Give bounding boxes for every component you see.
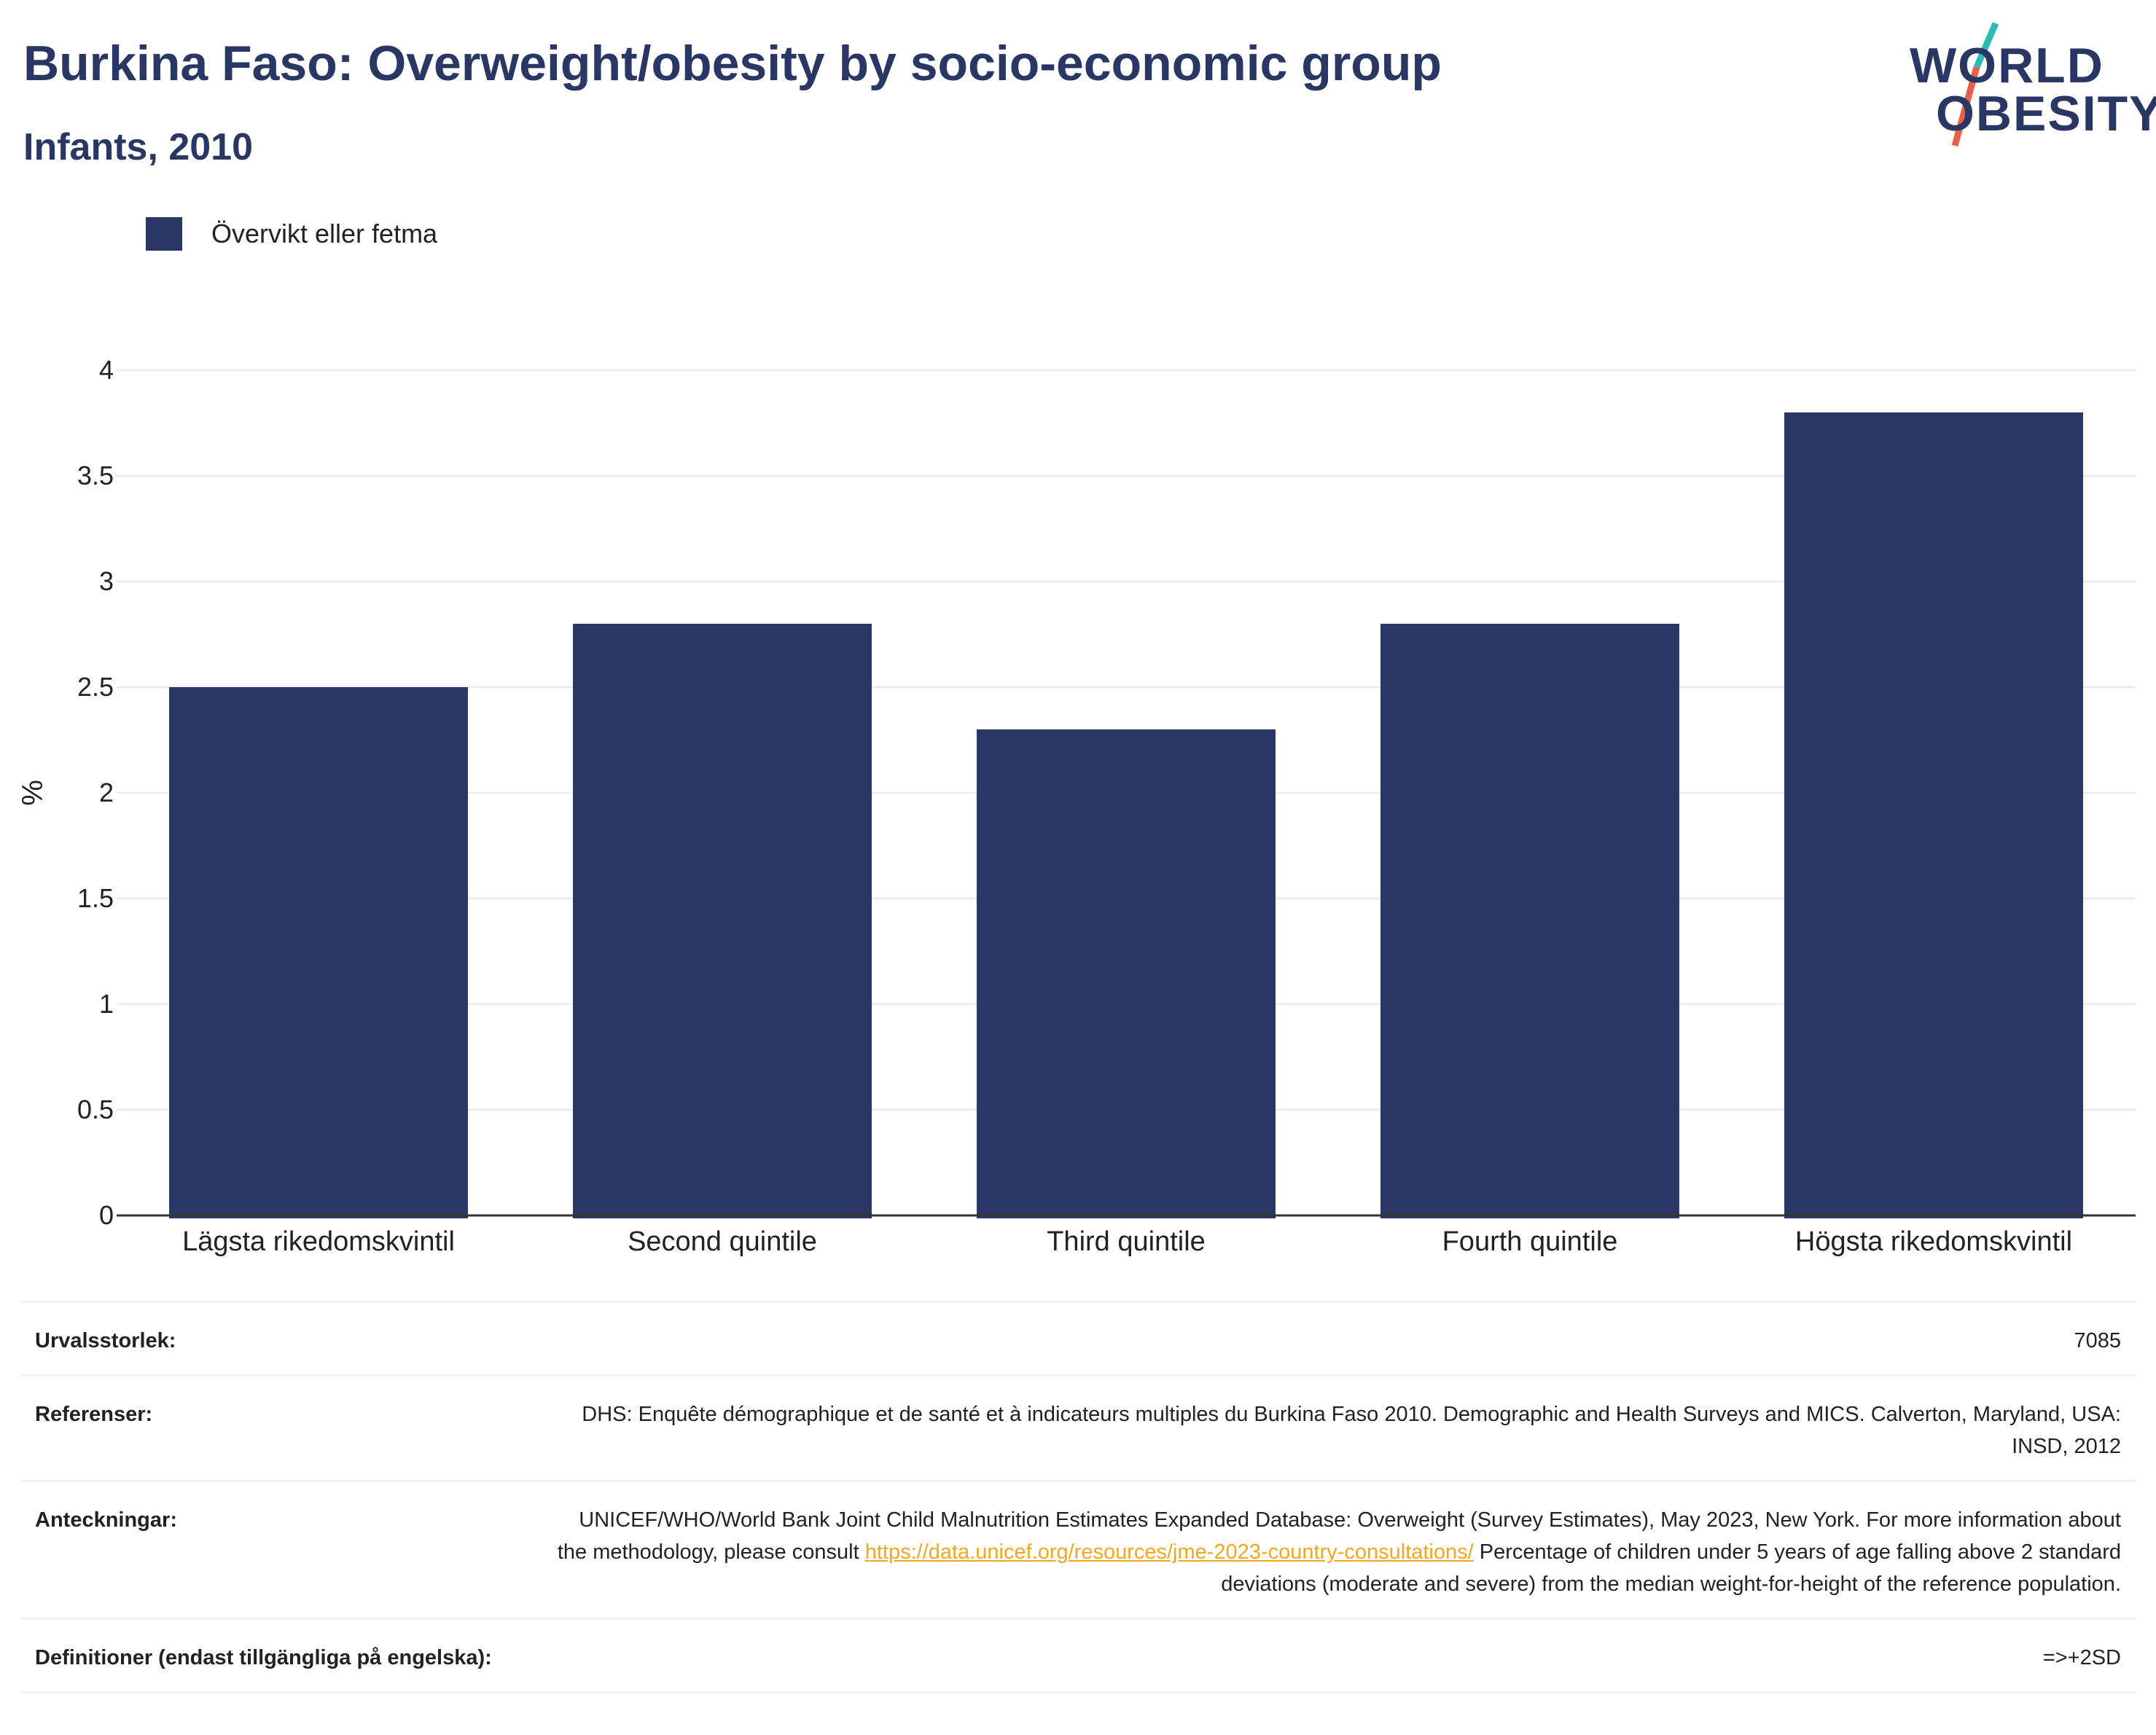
y-tick-label: 2.5: [77, 672, 114, 702]
x-tick-label: Fourth quintile: [1442, 1226, 1618, 1257]
chart-title: Burkina Faso: Overweight/obesity by soci…: [23, 36, 1442, 91]
world-obesity-logo: WORLD OBESITY: [1895, 22, 2156, 153]
chart-subtitle: Infants, 2010: [23, 126, 254, 168]
info-row-definitions: Definitioner (endast tillgängliga på eng…: [22, 1618, 2136, 1693]
notes-value: UNICEF/WHO/World Bank Joint Child Malnut…: [547, 1504, 2121, 1600]
sample-size-label: Urvalsstorlek:: [35, 1329, 176, 1352]
x-tick-label: Second quintile: [628, 1226, 817, 1257]
notes-text-before: UNICEF/WHO/World Bank Joint Child Malnut…: [557, 1508, 2121, 1564]
logo-text-obesity: OBESITY: [1936, 86, 2156, 141]
legend-label: Övervikt eller fetma: [211, 219, 438, 248]
definitions-label: Definitioner (endast tillgängliga på eng…: [35, 1646, 492, 1669]
legend-swatch: [146, 217, 182, 251]
definitions-value: =>+2SD: [2042, 1646, 2121, 1669]
info-row-references: Referenser: DHS: Enquête démographique e…: [22, 1374, 2136, 1480]
y-axis-title: %: [17, 780, 49, 806]
y-tick-label: 1.5: [77, 883, 114, 913]
bar-chart: 0 0.5 1 1.5 2 2.5 3 3.5 4 Lägsta rikedomskvintil S…: [17, 355, 2136, 1257]
y-tick-label: 4: [99, 355, 114, 385]
logo-text-world: WORLD: [1910, 38, 2104, 93]
references-label: Referenser:: [35, 1403, 153, 1426]
notes-link[interactable]: https://data.unicef.org/resources/jme-20…: [864, 1540, 1474, 1564]
info-row-sample-size: Urvalsstorlek: 7085: [22, 1301, 2136, 1374]
bar: [977, 729, 1276, 1218]
y-tick-label: 0: [99, 1200, 114, 1230]
sample-size-value: 7085: [2074, 1329, 2121, 1352]
y-tick-label: 1: [99, 989, 114, 1019]
bar: [1380, 624, 1679, 1218]
info-row-notes: Anteckningar: UNICEF/WHO/World Bank Join…: [22, 1480, 2136, 1618]
y-tick-label: 0.5: [77, 1094, 114, 1124]
info-table: Urvalsstorlek: 7085 Referenser: DHS: Enq…: [22, 1301, 2136, 1693]
y-tick-label: 3: [99, 566, 114, 596]
bar: [573, 624, 872, 1218]
logo-slash-icon: [1951, 22, 1999, 147]
x-tick-label: Lägsta rikedomskvintil: [182, 1226, 455, 1257]
legend: Övervikt eller fetma: [146, 217, 437, 251]
notes-text-after: Percentage of children under 5 years of …: [1221, 1540, 2121, 1596]
y-tick-label: 3.5: [77, 461, 114, 490]
x-tick-label: Högsta rikedomskvintil: [1795, 1226, 2072, 1257]
bar: [1784, 412, 2083, 1218]
notes-label: Anteckningar:: [35, 1508, 177, 1532]
bar: [169, 687, 468, 1218]
y-tick-label: 2: [99, 778, 114, 807]
x-tick-label: Third quintile: [1047, 1226, 1206, 1257]
references-value: DHS: Enquête démographique et de santé e…: [582, 1403, 2121, 1458]
